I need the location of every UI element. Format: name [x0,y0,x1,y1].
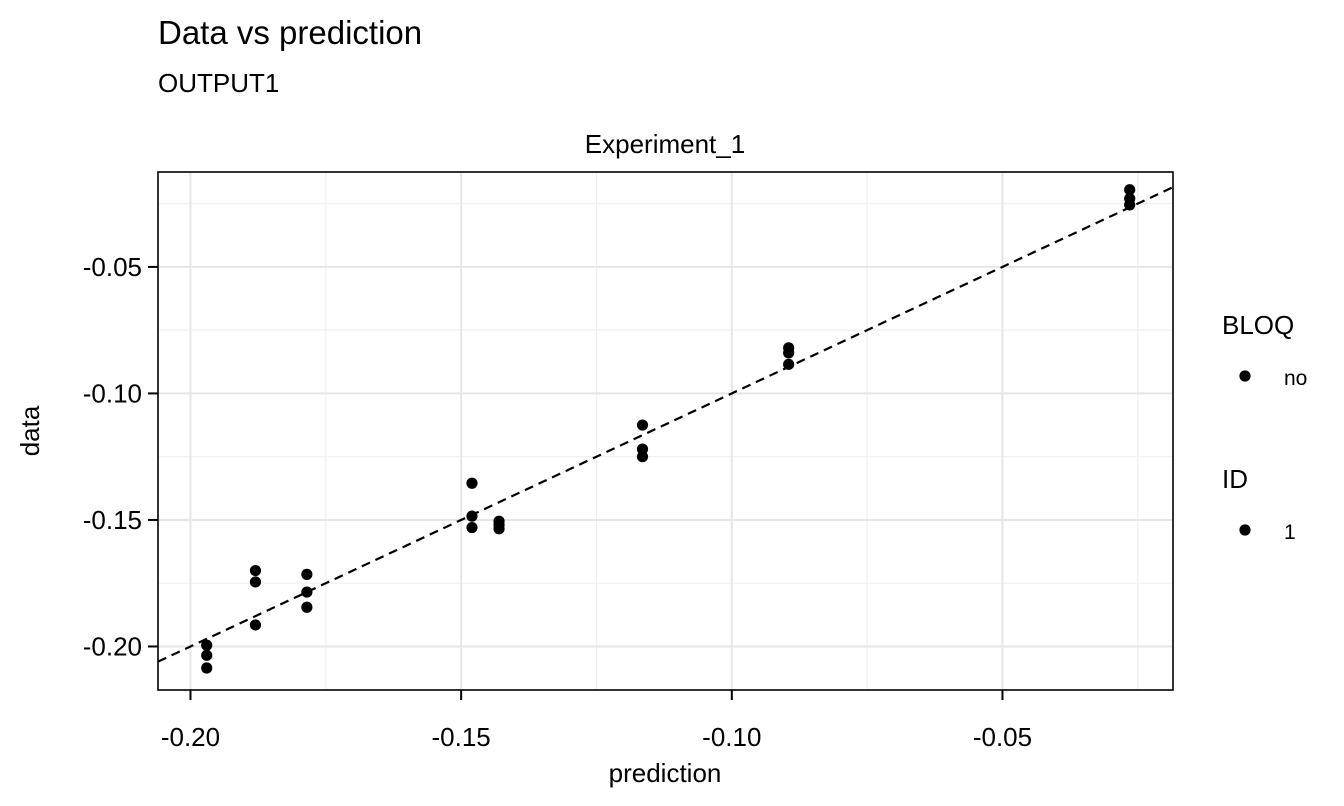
data-point [201,639,213,651]
legend-entry-label: 1 [1284,521,1296,544]
grid-minor [158,172,1173,690]
data-point [466,521,478,534]
data-point [249,576,262,588]
data-point [466,477,478,489]
data-point [636,419,649,431]
data-point [301,586,313,598]
y-axis: -0.20 -0.15 -0.10 -0.05 [83,252,158,661]
identity-reference-line [157,186,1174,663]
legend-title: BLOQ [1222,310,1294,340]
legend-title: ID [1222,464,1248,494]
y-tick-label: -0.15 [83,505,142,535]
y-tick-label: -0.20 [83,631,142,661]
chart-subtitle: OUTPUT1 [158,68,279,98]
data-point [249,564,262,577]
data-point [301,601,313,613]
data-point [636,451,649,463]
y-tick-label: -0.05 [83,252,142,282]
x-tick-label: -0.15 [432,722,491,752]
data-point [201,649,213,661]
data-points [201,184,1136,674]
facet-label: Experiment_1 [585,129,745,159]
panel-border [157,171,1174,691]
data-point [493,523,505,535]
x-axis: -0.20 -0.15 -0.10 -0.05 [161,690,1032,752]
data-point [201,662,213,674]
data-point [249,619,262,631]
legend-key [1239,524,1251,536]
legend: BLOQ no ID 1 [1222,310,1307,544]
chart-title: Data vs prediction [158,14,422,51]
data-point [301,568,313,580]
data-point [783,358,795,370]
data-point [466,510,478,522]
data-point [1124,199,1136,211]
legend-key [1239,370,1251,382]
x-tick-label: -0.10 [702,722,761,752]
y-axis-label: data [15,405,45,456]
grid-major [158,172,1173,690]
x-tick-label: -0.20 [161,722,220,752]
data-point [783,347,795,359]
data-point [1124,184,1136,196]
x-tick-label: -0.05 [973,722,1032,752]
y-tick-label: -0.10 [83,378,142,408]
legend-entry-label: no [1284,367,1307,390]
x-axis-label: prediction [609,758,722,788]
